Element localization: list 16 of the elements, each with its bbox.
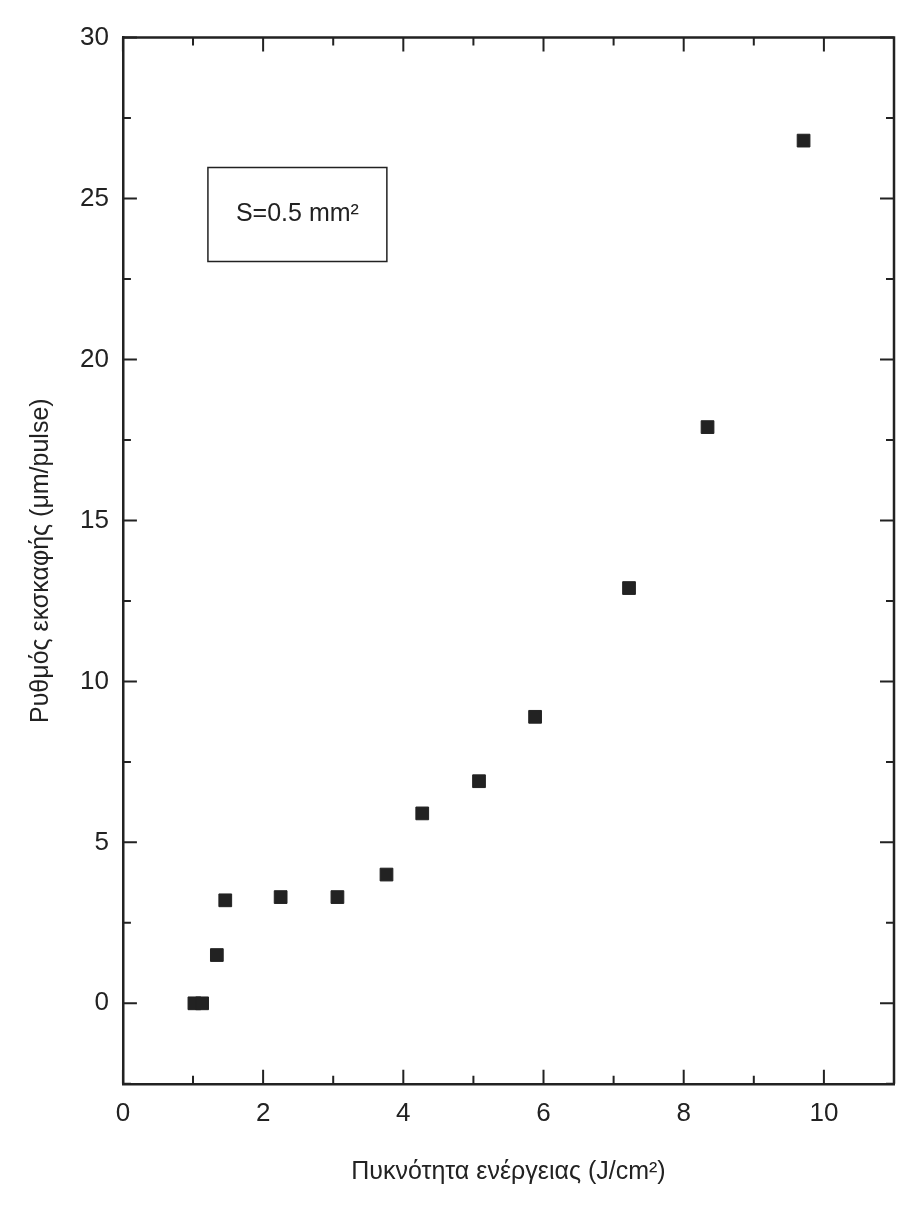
x-axis-title: Πυκνότητα ενέργειας (J/cm²)	[351, 1155, 666, 1184]
x-tick-label: 10	[809, 1096, 839, 1127]
y-tick-label: 0	[94, 986, 109, 1017]
y-tick-label: 15	[80, 503, 109, 534]
y-tick-label: 10	[80, 664, 109, 695]
x-tick-label: 4	[396, 1096, 411, 1127]
annotation: S=0.5 mm²	[235, 198, 359, 227]
x-tick-label: 0	[115, 1096, 131, 1127]
y-tick-label: 30	[80, 20, 109, 51]
y-tick-label: 20	[80, 342, 109, 373]
x-tick-label: 2	[255, 1096, 271, 1127]
y-tick-label: 25	[80, 181, 109, 212]
x-tick-label: 6	[536, 1096, 551, 1127]
x-tick-label: 8	[676, 1096, 691, 1127]
y-axis-title: Ρυθμός εκσκαφής (μm/pulse)	[24, 398, 53, 724]
y-tick-label: 5	[94, 825, 109, 856]
